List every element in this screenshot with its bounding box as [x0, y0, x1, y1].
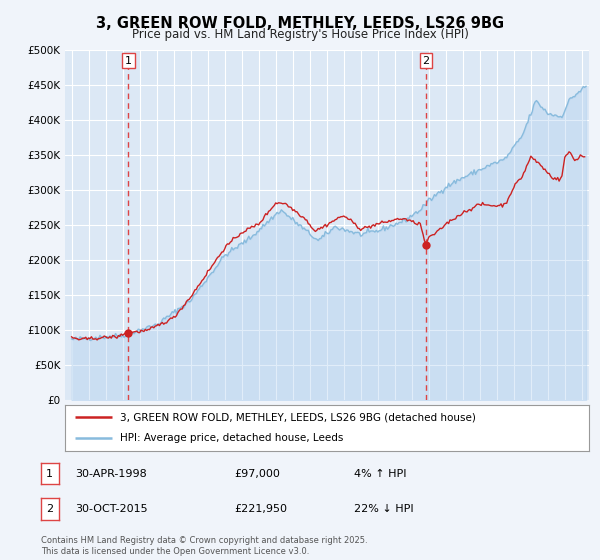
Text: 1: 1 — [46, 469, 53, 479]
Text: 22% ↓ HPI: 22% ↓ HPI — [354, 504, 413, 514]
Text: HPI: Average price, detached house, Leeds: HPI: Average price, detached house, Leed… — [120, 433, 343, 444]
Text: 30-OCT-2015: 30-OCT-2015 — [75, 504, 148, 514]
Text: £97,000: £97,000 — [234, 469, 280, 479]
Text: 2: 2 — [422, 55, 430, 66]
Text: 1: 1 — [125, 55, 132, 66]
Text: Price paid vs. HM Land Registry's House Price Index (HPI): Price paid vs. HM Land Registry's House … — [131, 28, 469, 41]
Text: 3, GREEN ROW FOLD, METHLEY, LEEDS, LS26 9BG: 3, GREEN ROW FOLD, METHLEY, LEEDS, LS26 … — [96, 16, 504, 31]
Text: £221,950: £221,950 — [234, 504, 287, 514]
Text: Contains HM Land Registry data © Crown copyright and database right 2025.
This d: Contains HM Land Registry data © Crown c… — [41, 536, 367, 556]
Text: 2: 2 — [46, 504, 53, 514]
Text: 30-APR-1998: 30-APR-1998 — [75, 469, 147, 479]
Text: 3, GREEN ROW FOLD, METHLEY, LEEDS, LS26 9BG (detached house): 3, GREEN ROW FOLD, METHLEY, LEEDS, LS26 … — [120, 412, 476, 422]
Text: 4% ↑ HPI: 4% ↑ HPI — [354, 469, 407, 479]
